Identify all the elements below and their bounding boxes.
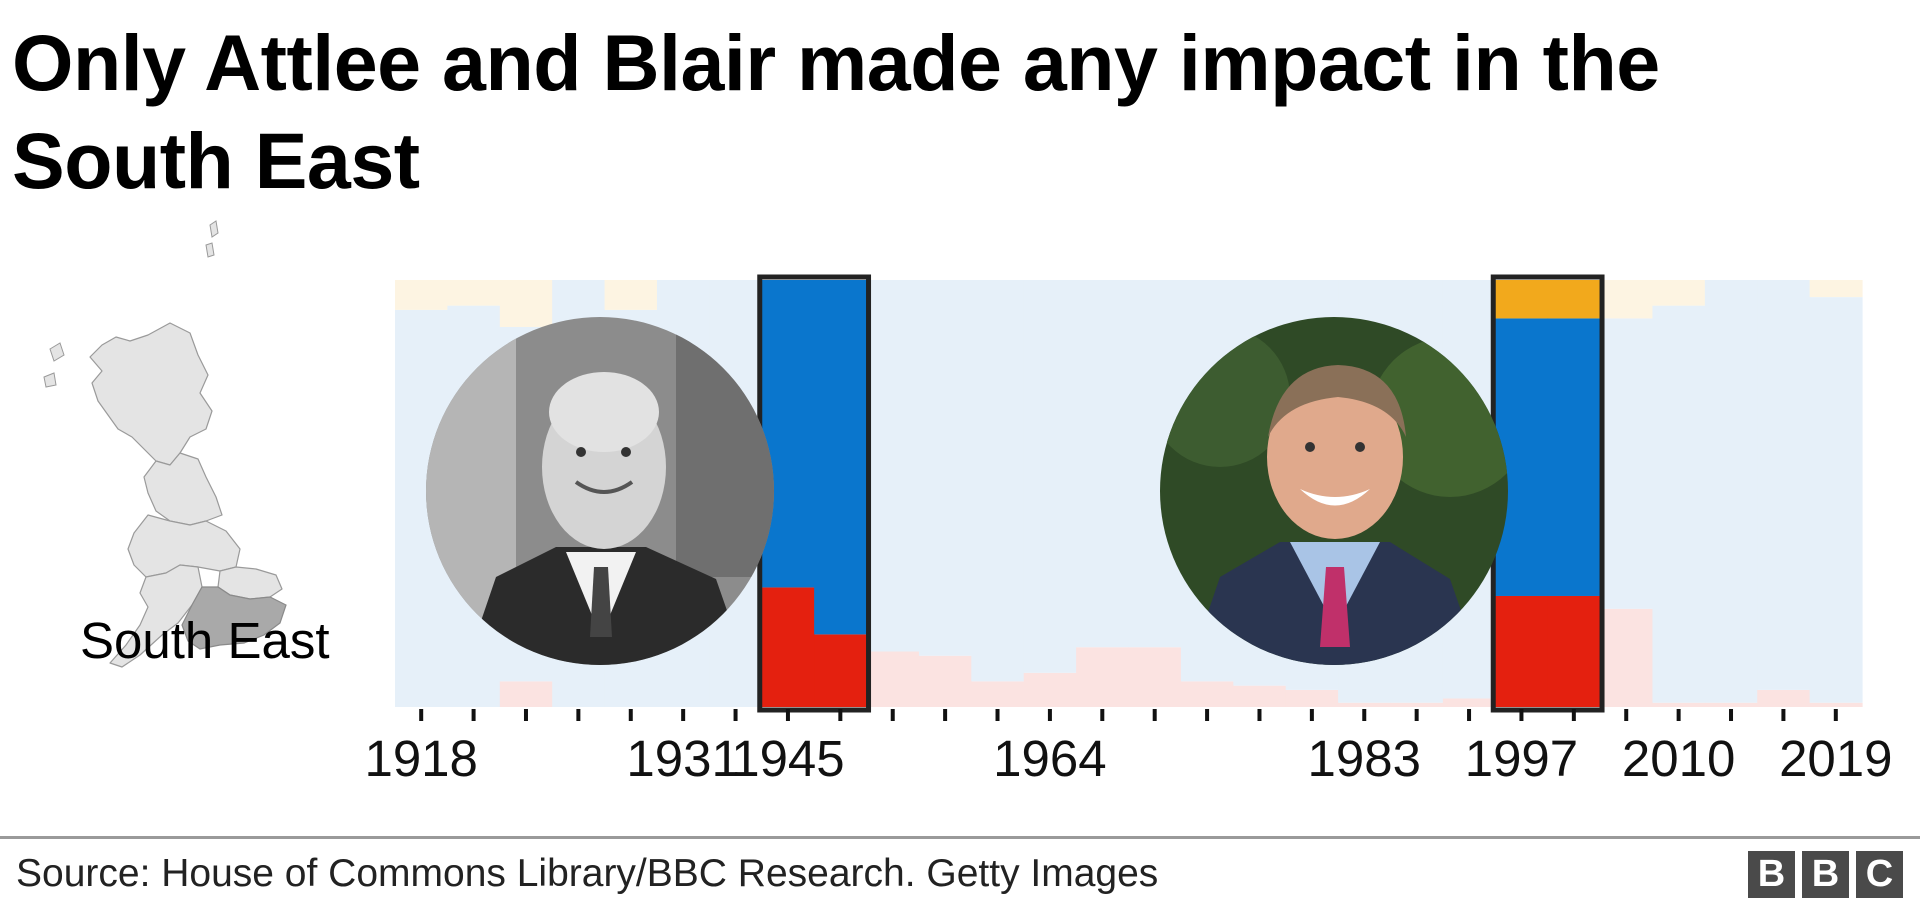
x-tick-label: 1983 xyxy=(1308,730,1421,787)
bar-segment-conservative-2005 xyxy=(1600,318,1654,609)
page-title: Only Attlee and Blair made any impact in… xyxy=(12,18,1660,205)
bar-segment-conservative-1964 xyxy=(1023,280,1077,673)
bar-segment-conservative-1945 xyxy=(761,280,815,588)
source-note: Source: House of Commons Library/BBC Res… xyxy=(16,852,1159,895)
bbc-logo: B B C xyxy=(1748,851,1903,898)
wales-midlands-shape xyxy=(127,514,241,578)
bar-segment-conservative-2019 xyxy=(1809,297,1863,703)
bar-segment-labour-1979 xyxy=(1285,689,1339,707)
south-east-region xyxy=(181,586,287,650)
southwest-shape xyxy=(109,564,203,668)
bar-segment-liberal-1918 xyxy=(395,280,448,310)
bar-segment-labour-2005 xyxy=(1600,608,1654,707)
bar-segment-labour-1983 xyxy=(1338,702,1392,707)
bar-segment-liberal-2001 xyxy=(1547,280,1601,319)
bar-segment-liberal-1922 xyxy=(447,280,501,306)
region-label: South East xyxy=(80,612,330,669)
bar-segment-liberal-2005 xyxy=(1600,280,1654,319)
northern-england-shape xyxy=(143,452,223,526)
bar-segment-labour-1970 xyxy=(1128,647,1182,707)
bar-segment-liberal-2019 xyxy=(1809,280,1863,298)
bar-segment-labour-1923 xyxy=(499,681,553,707)
bar-segment-labour-1951 xyxy=(866,651,920,707)
bar-segment-labour-1992 xyxy=(1442,698,1496,707)
footer-divider xyxy=(0,836,1920,839)
bar-segment-conservative-2015 xyxy=(1704,280,1758,703)
bar-segment-labour-2010 xyxy=(1652,702,1706,707)
x-tick-label: 1997 xyxy=(1465,730,1578,787)
scotland-shape xyxy=(89,322,213,466)
bar-segment-labour-1945 xyxy=(761,587,815,707)
bar-segment-labour-1959 xyxy=(971,681,1025,707)
bar-segment-labour-1964 xyxy=(1023,672,1077,707)
bar-segment-conservative-2017 xyxy=(1757,280,1811,690)
bar-segment-labour-oct-1974 xyxy=(1233,685,1287,707)
bar-segment-conservative-1966 xyxy=(1076,280,1130,648)
bar-segment-labour-1955 xyxy=(918,655,972,707)
bar-segment-conservative-2010 xyxy=(1652,305,1706,703)
blair-portrait xyxy=(1160,317,1508,665)
bar-segment-conservative-1950 xyxy=(814,280,868,635)
bar-segment-conservative-2001 xyxy=(1547,318,1601,596)
bar-segment-conservative-1955 xyxy=(918,280,972,656)
bar-segment-labour-2017 xyxy=(1757,689,1811,707)
x-tick-label: 1931 xyxy=(626,730,739,787)
x-tick-label: 1918 xyxy=(364,730,477,787)
bar-segment-labour-2001 xyxy=(1547,595,1601,707)
bar-segment-labour-1997 xyxy=(1495,595,1549,707)
bbc-logo-letter-b2: B xyxy=(1802,851,1849,898)
bar-segment-liberal-2010 xyxy=(1652,280,1706,306)
uk-map xyxy=(43,220,287,668)
bar-segment-labour-2015 xyxy=(1704,702,1758,707)
bar-segment-labour-1987 xyxy=(1390,702,1444,707)
x-tick-label: 2010 xyxy=(1622,730,1735,787)
bbc-logo-letter-b1: B xyxy=(1748,851,1795,898)
bar-segment-labour-1966 xyxy=(1076,647,1130,707)
bar-segment-labour-feb-1974 xyxy=(1180,681,1234,707)
islands-shape xyxy=(43,220,219,388)
x-tick-label: 1964 xyxy=(993,730,1106,787)
bar-segment-labour-1950 xyxy=(814,634,868,707)
bbc-logo-letter-c: C xyxy=(1856,851,1903,898)
x-tick-label: 2019 xyxy=(1779,730,1892,787)
attlee-portrait xyxy=(426,317,774,665)
bar-segment-conservative-1951 xyxy=(866,280,920,652)
x-tick-label: 1945 xyxy=(731,730,844,787)
bar-segment-conservative-1959 xyxy=(971,280,1025,682)
bar-segment-liberal-1929 xyxy=(604,280,658,310)
bar-segment-liberal-1923 xyxy=(499,280,553,327)
bar-segment-liberal-1997 xyxy=(1495,280,1549,319)
bar-segment-labour-2019 xyxy=(1809,702,1863,707)
